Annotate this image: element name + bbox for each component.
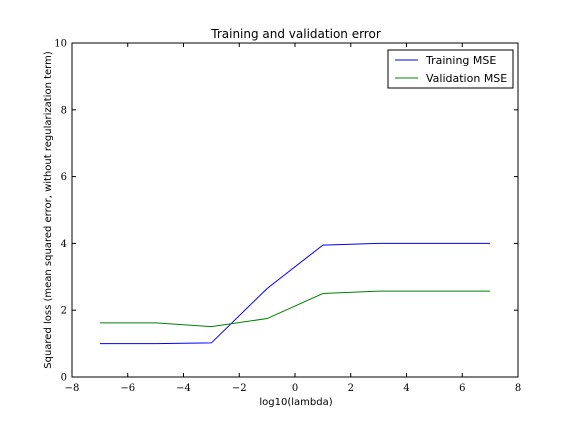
y-tick-label: 10 xyxy=(54,39,67,50)
x-tick-label: 4 xyxy=(403,383,409,394)
y-tick-label: 6 xyxy=(61,172,67,183)
x-tick-label: −8 xyxy=(65,383,80,394)
series-line-validation-mse xyxy=(99,290,491,328)
x-tick-label: −6 xyxy=(120,383,135,394)
y-tick-label: 4 xyxy=(61,239,67,250)
y-tick-label: 8 xyxy=(61,105,67,116)
y-tick-label: 0 xyxy=(61,373,67,384)
chart-title: Training and validation error xyxy=(210,27,381,41)
x-tick-label: 2 xyxy=(348,383,354,394)
x-axis-label: log10(lambda) xyxy=(259,397,332,408)
legend-label: Training MSE xyxy=(425,54,496,67)
legend-label: Validation MSE xyxy=(426,72,507,85)
x-tick-label: 6 xyxy=(459,383,465,394)
x-tick-label: 0 xyxy=(292,383,298,394)
plot-area xyxy=(71,42,519,378)
legend: Training MSE Validation MSE xyxy=(387,49,514,89)
axis-ticks: −8 −6 −4 −2 0 2 4 6 8 0 2 4 6 8 10 xyxy=(54,39,521,395)
x-tick-label: −2 xyxy=(232,383,247,394)
plot-frame xyxy=(71,42,519,378)
y-axis-label: Squared loss (mean squared error, withou… xyxy=(43,51,54,369)
x-tick-label: 8 xyxy=(515,383,521,394)
series-lines xyxy=(99,242,491,345)
series-line-training-mse xyxy=(99,242,491,345)
legend-box xyxy=(387,49,514,89)
x-tick-label: −4 xyxy=(176,383,191,394)
y-tick-label: 2 xyxy=(61,306,67,317)
